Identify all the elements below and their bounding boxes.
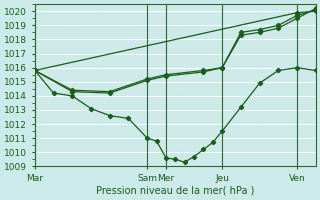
X-axis label: Pression niveau de la mer( hPa ): Pression niveau de la mer( hPa ) (96, 186, 254, 196)
